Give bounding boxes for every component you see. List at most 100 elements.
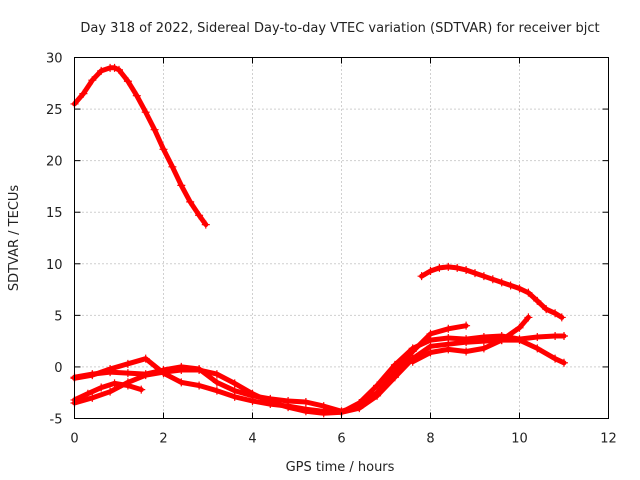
data-point — [195, 211, 204, 220]
series-line — [72, 65, 209, 228]
data-point — [266, 397, 275, 406]
data-point — [212, 386, 221, 395]
data-point — [373, 391, 382, 400]
data-point — [248, 389, 257, 398]
y-tick-label: 15 — [46, 206, 63, 221]
series-arc-7 — [408, 313, 533, 366]
data-point — [551, 354, 560, 363]
x-tick-label: 10 — [511, 432, 528, 447]
data-point — [524, 288, 533, 297]
data-point — [319, 409, 328, 418]
x-axis-label: GPS time / hours — [286, 460, 395, 475]
chart-title: Day 318 of 2022, Sidereal Day-to-day VTE… — [80, 21, 599, 36]
data-point — [462, 335, 471, 344]
data-point — [435, 263, 444, 272]
data-point — [479, 333, 488, 342]
data-point — [230, 392, 239, 401]
data-point — [542, 305, 551, 314]
data-point — [355, 399, 364, 408]
data-point — [106, 364, 115, 373]
data-point — [426, 267, 435, 276]
data-point — [471, 269, 479, 278]
data-point — [201, 220, 210, 229]
data-point — [110, 63, 119, 72]
data-point — [137, 385, 146, 394]
data-point — [390, 360, 399, 369]
data-series — [70, 63, 568, 418]
data-point — [408, 344, 417, 353]
x-tick-labels: 0 2 4 6 8 10 12 — [70, 432, 616, 447]
data-point — [141, 108, 150, 117]
series-arc-1 — [70, 63, 210, 229]
data-point — [177, 366, 186, 375]
data-point — [115, 65, 123, 74]
data-point — [533, 344, 542, 353]
data-point — [212, 370, 221, 379]
data-point — [132, 91, 141, 100]
data-point — [186, 197, 195, 206]
data-point — [390, 373, 399, 382]
data-point — [557, 313, 566, 322]
data-point — [88, 371, 97, 380]
data-point — [177, 181, 186, 190]
data-point — [301, 397, 310, 406]
data-point — [97, 383, 106, 392]
y-tick-label: 30 — [46, 52, 63, 67]
series-arc-2 — [417, 262, 566, 322]
data-point — [284, 403, 293, 412]
y-tick-label: -5 — [50, 413, 63, 428]
data-point — [497, 336, 506, 345]
y-tick-labels: -5 0 5 10 15 20 25 30 — [46, 52, 63, 428]
data-point — [79, 89, 88, 98]
data-point — [150, 125, 159, 134]
data-point — [88, 393, 97, 402]
x-tick-label: 12 — [600, 432, 617, 447]
data-point — [123, 381, 132, 390]
data-point — [159, 145, 168, 154]
data-point — [479, 344, 488, 353]
data-point — [462, 265, 471, 274]
data-point — [551, 331, 560, 340]
data-point — [426, 336, 435, 345]
series-line — [419, 264, 565, 320]
data-point — [159, 368, 168, 377]
data-point — [141, 371, 150, 380]
data-point — [301, 407, 310, 416]
data-point — [195, 366, 204, 375]
data-point — [444, 262, 453, 271]
data-point — [506, 281, 515, 290]
y-tick-label: 25 — [46, 103, 63, 118]
data-point — [462, 321, 471, 330]
data-point — [141, 354, 150, 363]
data-point — [83, 389, 92, 398]
series-line — [72, 380, 144, 403]
data-point — [515, 284, 524, 293]
x-tick-label: 8 — [426, 432, 434, 447]
data-point — [533, 333, 542, 342]
x-tick-label: 4 — [248, 432, 256, 447]
series-arc-5 — [70, 331, 568, 418]
x-tick-label: 6 — [337, 432, 345, 447]
data-point — [110, 379, 119, 388]
data-point — [123, 77, 132, 86]
data-point — [444, 324, 453, 333]
y-tick-label: 0 — [54, 361, 62, 376]
data-point — [97, 66, 106, 75]
data-point — [488, 275, 497, 284]
data-point — [373, 381, 382, 390]
data-point — [195, 381, 204, 390]
data-point — [106, 387, 115, 396]
axis-ticks — [74, 57, 609, 419]
data-point — [479, 272, 488, 281]
data-point — [462, 347, 471, 356]
x-tick-label: 0 — [70, 432, 78, 447]
y-tick-label: 20 — [46, 155, 63, 170]
data-point — [408, 357, 417, 366]
data-point — [417, 272, 426, 281]
data-point — [426, 348, 435, 357]
data-point — [515, 323, 524, 332]
data-point — [248, 396, 257, 405]
data-point — [453, 263, 462, 272]
data-point — [212, 378, 221, 387]
